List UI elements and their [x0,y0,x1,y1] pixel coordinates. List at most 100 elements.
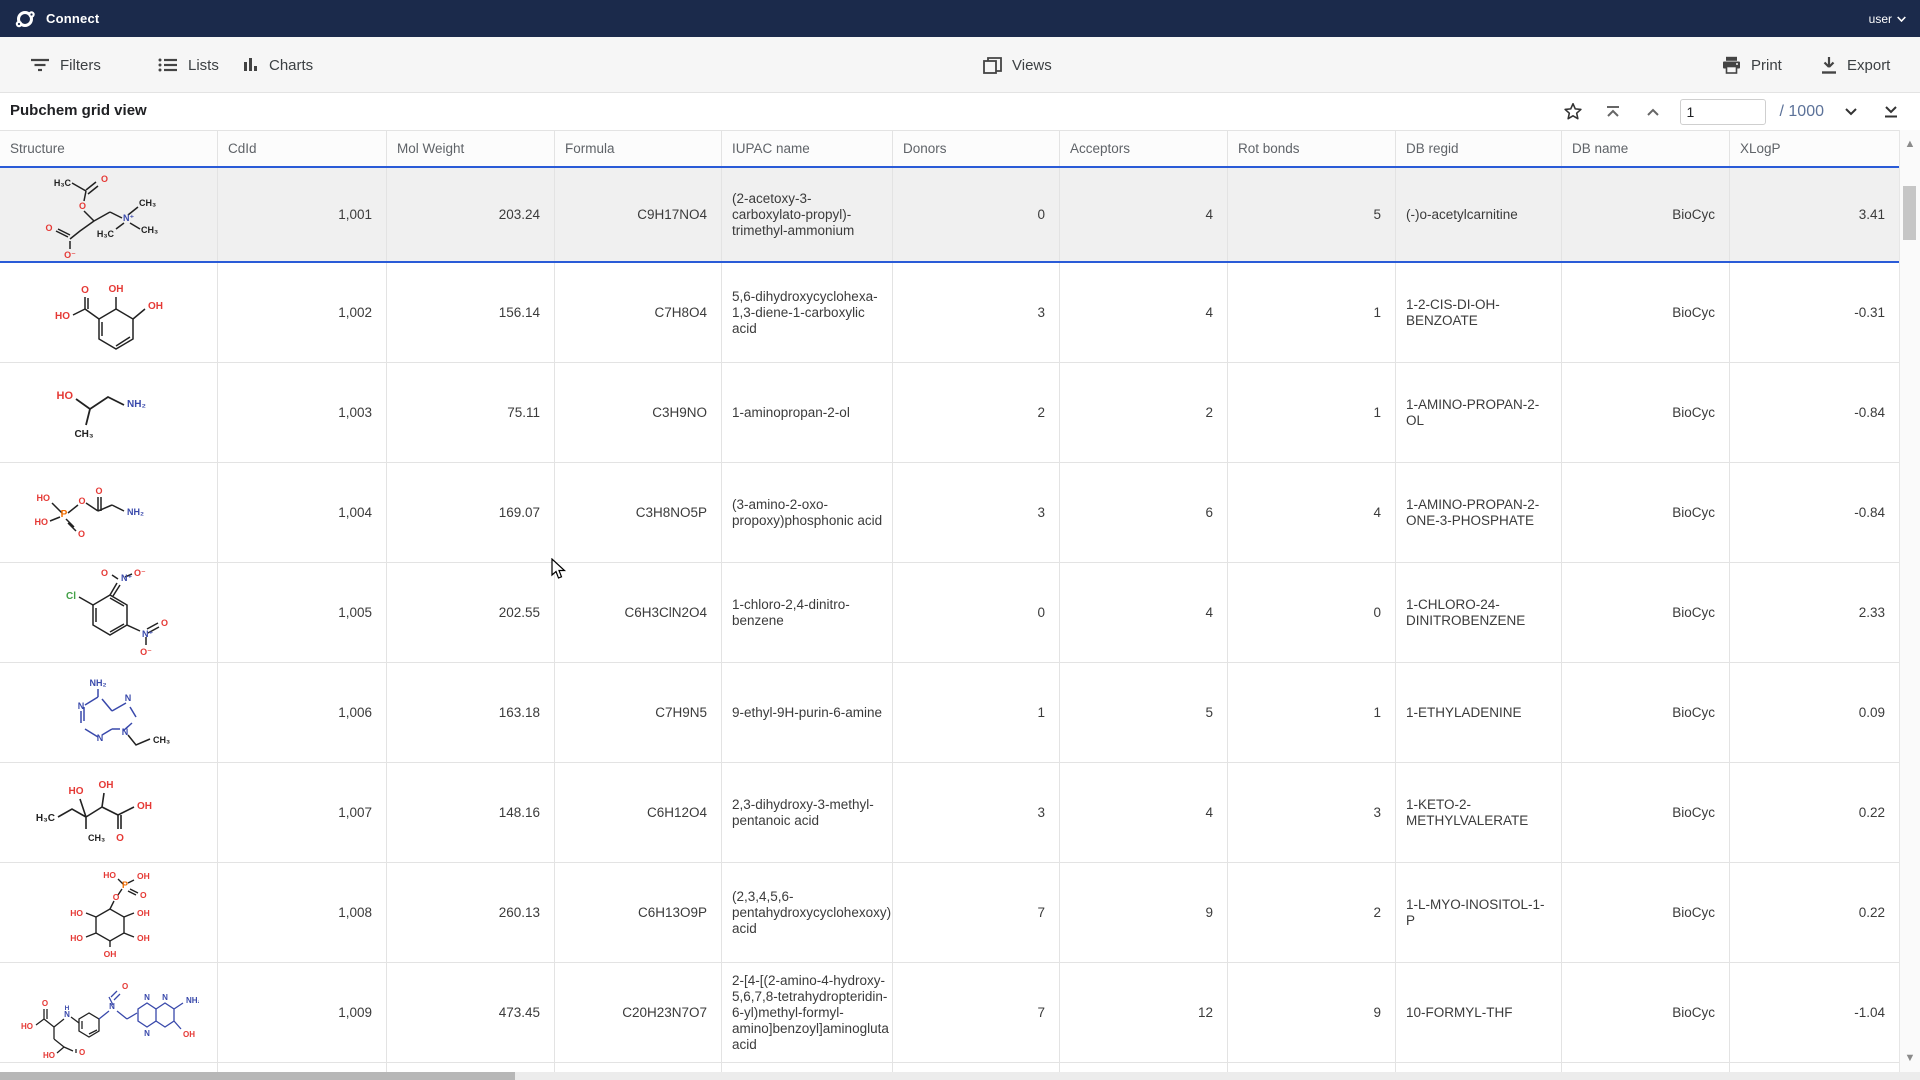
svg-text:CH₃: CH₃ [88,833,105,843]
svg-text:N: N [109,1002,115,1011]
donors-cell: 2 [893,363,1060,462]
table-row[interactable]: Cl N⁺ O O⁻ N⁺ O O⁻ 1,005 202.55 C6H3ClN2… [0,563,1899,663]
structure-cell: Cl N⁺ O O⁻ N⁺ O O⁻ [0,563,218,662]
views-label: Views [1012,57,1052,74]
next-page-button[interactable] [1838,99,1864,125]
db-name-cell: BioCyc [1562,863,1730,962]
export-button[interactable]: Export [1821,37,1890,93]
svg-text:HO: HO [36,493,50,503]
db-regid-cell: 1-KETO-2-METHYLVALERATE [1396,763,1562,862]
svg-text:O: O [78,496,85,506]
donors-cell: 1 [893,663,1060,762]
previous-page-button[interactable] [1640,99,1666,125]
column-header-formula[interactable]: Formula [555,131,722,166]
svg-text:HO: HO [55,311,70,322]
views-button[interactable]: Views [983,37,1052,93]
db-regid-cell: 1-L-MYO-INOSITOL-1-P [1396,863,1562,962]
rot-bonds-cell: 1 [1228,663,1396,762]
table-row[interactable]: NH₂ N N N N CH₃ 1,006 163.18 C7H9N5 9-et… [0,663,1899,763]
formula-cell: C6H12O4 [555,763,722,862]
horizontal-scrollbar[interactable] [0,1072,1899,1080]
table-row[interactable]: HO HO P O O O NH₂ 1,004 169.07 C3H8NO5P … [0,463,1899,563]
home-link[interactable]: Connect [14,8,99,30]
print-button[interactable]: Print [1722,37,1782,93]
db-regid-cell: 10-FORMYL-THF [1396,963,1562,1062]
structure-cell: O HO OH OH [0,263,218,362]
formula-cell: C7H9N5 [555,663,722,762]
data-grid: Structure CdId Mol Weight Formula IUPAC … [0,130,1899,1072]
svg-text:O: O [112,892,119,902]
cdid-cell: 1,005 [218,563,387,662]
star-icon [1562,101,1584,123]
rot-bonds-cell: 1 [1228,263,1396,362]
pagination: / 1000 [1560,97,1904,127]
db-regid-cell: (-)o-acetylcarnitine [1396,168,1562,261]
iupac-name-cell: 1-aminopropan-2-ol [722,363,893,462]
xlogp-cell: 0.22 [1730,763,1899,862]
table-row[interactable]: HO CH₃ NH₂ 1,003 75.11 C3H9NO 1-aminopro… [0,363,1899,463]
formula-cell: C6H13O9P [555,863,722,962]
acceptors-cell: 12 [1060,963,1228,1062]
xlogp-cell: 0.09 [1730,663,1899,762]
chevron-down-icon [1897,16,1906,22]
db-name-cell: BioCyc [1562,663,1730,762]
svg-text:O: O [41,999,47,1008]
mol-weight-cell: 156.14 [387,263,555,362]
download-icon [1821,56,1837,74]
db-name-cell: BioCyc [1562,363,1730,462]
vertical-scrollbar[interactable]: ▲ ▼ [1899,130,1920,1072]
donors-cell: 3 [893,263,1060,362]
column-header-acceptors[interactable]: Acceptors [1060,131,1228,166]
iupac-name-cell: (2,3,4,5,6-pentahydroxycyclohexoxy) acid [722,863,893,962]
acceptors-cell: 4 [1060,763,1228,862]
acceptors-cell: 4 [1060,263,1228,362]
page-number-input[interactable] [1680,99,1766,125]
column-header-db-regid[interactable]: DB regid [1396,131,1562,166]
svg-text:OH: OH [98,780,113,791]
svg-text:O: O [45,223,52,233]
charts-label: Charts [269,57,313,74]
scroll-down-arrow-icon[interactable]: ▼ [1904,1052,1916,1064]
horizontal-scroll-thumb[interactable] [0,1072,515,1080]
svg-text:OH: OH [137,801,152,812]
favorite-star-button[interactable] [1560,99,1586,125]
vertical-scroll-thumb[interactable] [1903,186,1916,240]
charts-button[interactable]: Charts [243,37,313,93]
iupac-name-cell: (3-amino-2-oxo-propoxy)phosphonic acid [722,463,893,562]
table-body: H₃C O O N⁺ CH₃ CH₃ H₃C O O⁻ 1,001 203.24… [0,168,1899,1063]
column-header-structure[interactable]: Structure [0,131,218,166]
table-row[interactable]: O HO OH OH 1,002 156.14 C7H8O4 5,6-dihyd… [0,263,1899,363]
user-menu[interactable]: user [1869,12,1906,26]
scroll-up-arrow-icon[interactable]: ▲ [1904,138,1916,150]
column-header-db-name[interactable]: DB name [1562,131,1730,166]
column-header-mol-weight[interactable]: Mol Weight [387,131,555,166]
structure-cell: HO CH₃ NH₂ [0,363,218,462]
svg-text:P: P [121,880,127,890]
bar-chart-icon [243,57,259,73]
svg-text:Cl: Cl [66,591,76,602]
mol-weight-cell: 148.16 [387,763,555,862]
column-header-rot-bonds[interactable]: Rot bonds [1228,131,1396,166]
column-header-cdid[interactable]: CdId [218,131,387,166]
column-header-xlogp[interactable]: XLogP [1730,131,1899,166]
toolbar: Filters Lists Charts Views [0,37,1920,93]
rot-bonds-cell: 1 [1228,363,1396,462]
last-page-button[interactable] [1878,99,1904,125]
svg-text:HO: HO [68,786,83,797]
svg-text:N: N [124,693,131,703]
user-label: user [1869,12,1892,26]
first-page-button[interactable] [1600,99,1626,125]
svg-text:N⁺: N⁺ [121,573,132,583]
structure-cell: H₃C CH₃ HO OH O OH [0,763,218,862]
printer-icon [1722,56,1741,74]
table-row[interactable]: H₃C CH₃ HO OH O OH 1,007 148.16 C6H12O4 … [0,763,1899,863]
column-header-iupac-name[interactable]: IUPAC name [722,131,893,166]
svg-text:OH: OH [137,933,150,943]
table-row[interactable]: HO O O HO N H N O N N N NH₂ OH 1,009 473… [0,963,1899,1063]
filters-button[interactable]: Filters [30,37,101,93]
lists-button[interactable]: Lists [158,37,219,93]
table-row[interactable]: H₃C O O N⁺ CH₃ CH₃ H₃C O O⁻ 1,001 203.24… [0,168,1899,263]
table-row[interactable]: HO HO OH OH OH O P HO OH O 1,008 260.13 … [0,863,1899,963]
column-header-donors[interactable]: Donors [893,131,1060,166]
acceptors-cell: 4 [1060,168,1228,261]
